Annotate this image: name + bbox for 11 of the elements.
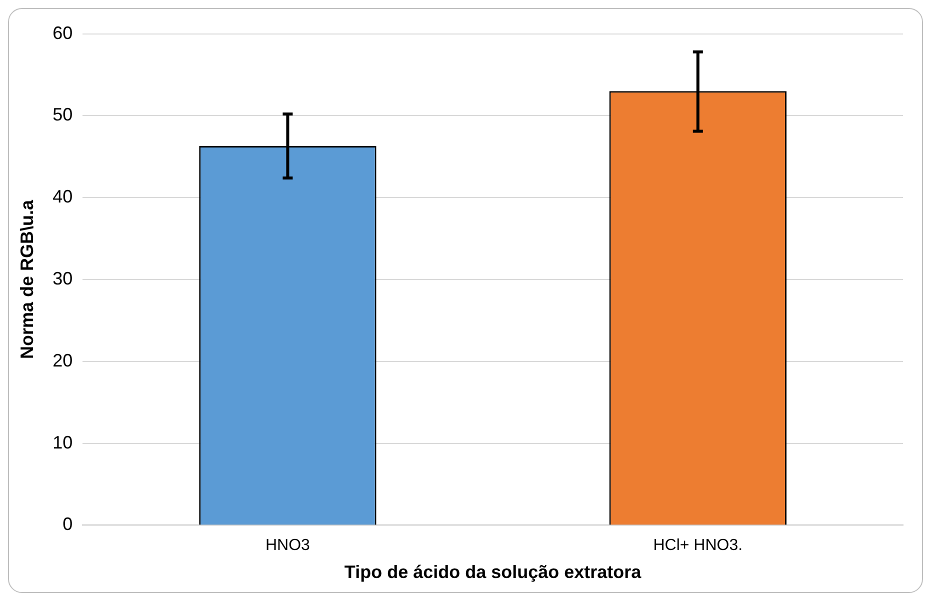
x-tick-label: HNO3 (265, 537, 310, 554)
y-tick-label: 30 (52, 268, 73, 288)
y-tick-label: 50 (52, 104, 73, 125)
y-tick-label: 20 (52, 350, 73, 370)
y-tick-label: 60 (52, 22, 73, 43)
y-tick-label: 40 (52, 186, 73, 207)
y-tick-label: 10 (52, 432, 73, 452)
x-tick-label: HCl+ HNO3. (653, 537, 743, 554)
y-tick-label: 0 (62, 514, 73, 534)
x-axis-title: Tipo de ácido da solução extratora (344, 562, 642, 582)
y-axis-title: Norma de RGB\u.a (16, 198, 37, 360)
